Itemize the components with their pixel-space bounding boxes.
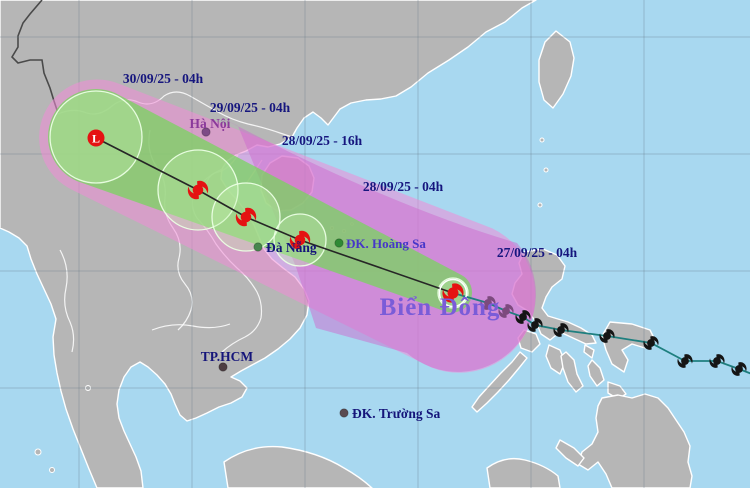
low-pressure-label: L: [92, 132, 100, 146]
island-samar-leyte: [601, 321, 656, 373]
island-panay: [545, 344, 566, 375]
forecast-cone-green: [48, 89, 473, 313]
place-dot-truong-sa: [339, 408, 349, 418]
border-thailand-cambodia: [151, 323, 231, 331]
time-label-28-09-16h: 28/09/25 - 16h: [282, 133, 363, 148]
island-palawan: [471, 351, 528, 413]
city-label-ha-noi: Hà Nội: [190, 116, 231, 131]
islet-luzon-strait-3: [537, 202, 543, 208]
time-label-27-09: 27/09/25 - 04h: [497, 245, 578, 260]
islet-andaman-1: [34, 448, 42, 456]
island-borneo-east: [486, 457, 561, 488]
city-dots: [201, 127, 349, 418]
place-dot-ha-noi: [201, 127, 211, 137]
border-thailand-myanmar: [59, 249, 75, 353]
island-negros: [560, 351, 584, 393]
time-label-28-09-04h: 28/09/25 - 04h: [363, 179, 444, 194]
islet-gulf: [85, 385, 91, 391]
border-china-west: [10, 0, 59, 114]
island-borneo: [223, 445, 373, 488]
place-dot-hoang-sa: [334, 238, 344, 248]
time-label-29-09: 29/09/25 - 04h: [210, 100, 291, 115]
sea-name-label: Biển Đông: [380, 294, 501, 321]
low-pressure-symbol: [87, 129, 105, 147]
place-label-truong-sa: ĐK. Trường Sa: [352, 406, 440, 421]
islet-luzon-strait-1: [539, 137, 545, 143]
island-zamboanga: [555, 439, 585, 467]
storm-icons: [187, 180, 747, 376]
place-dot-da-nang: [253, 242, 263, 252]
current-position-ring: [438, 278, 468, 308]
city-label-da-nang: Đà Nẵng: [266, 240, 317, 255]
place-label-hoang-sa: ĐK. Hoàng Sa: [346, 236, 426, 251]
island-masbate: [583, 344, 595, 359]
city-label-tp-hcm: TP.HCM: [201, 349, 254, 364]
time-label-30-09: 30/09/25 - 04h: [123, 71, 204, 86]
islet-andaman-2: [49, 467, 55, 473]
island-taiwan: [538, 30, 575, 109]
place-dot-tp-hcm: [218, 362, 228, 372]
island-mindanao: [577, 393, 693, 488]
island-cebu: [587, 359, 605, 387]
islet-luzon-strait-2: [543, 167, 549, 173]
